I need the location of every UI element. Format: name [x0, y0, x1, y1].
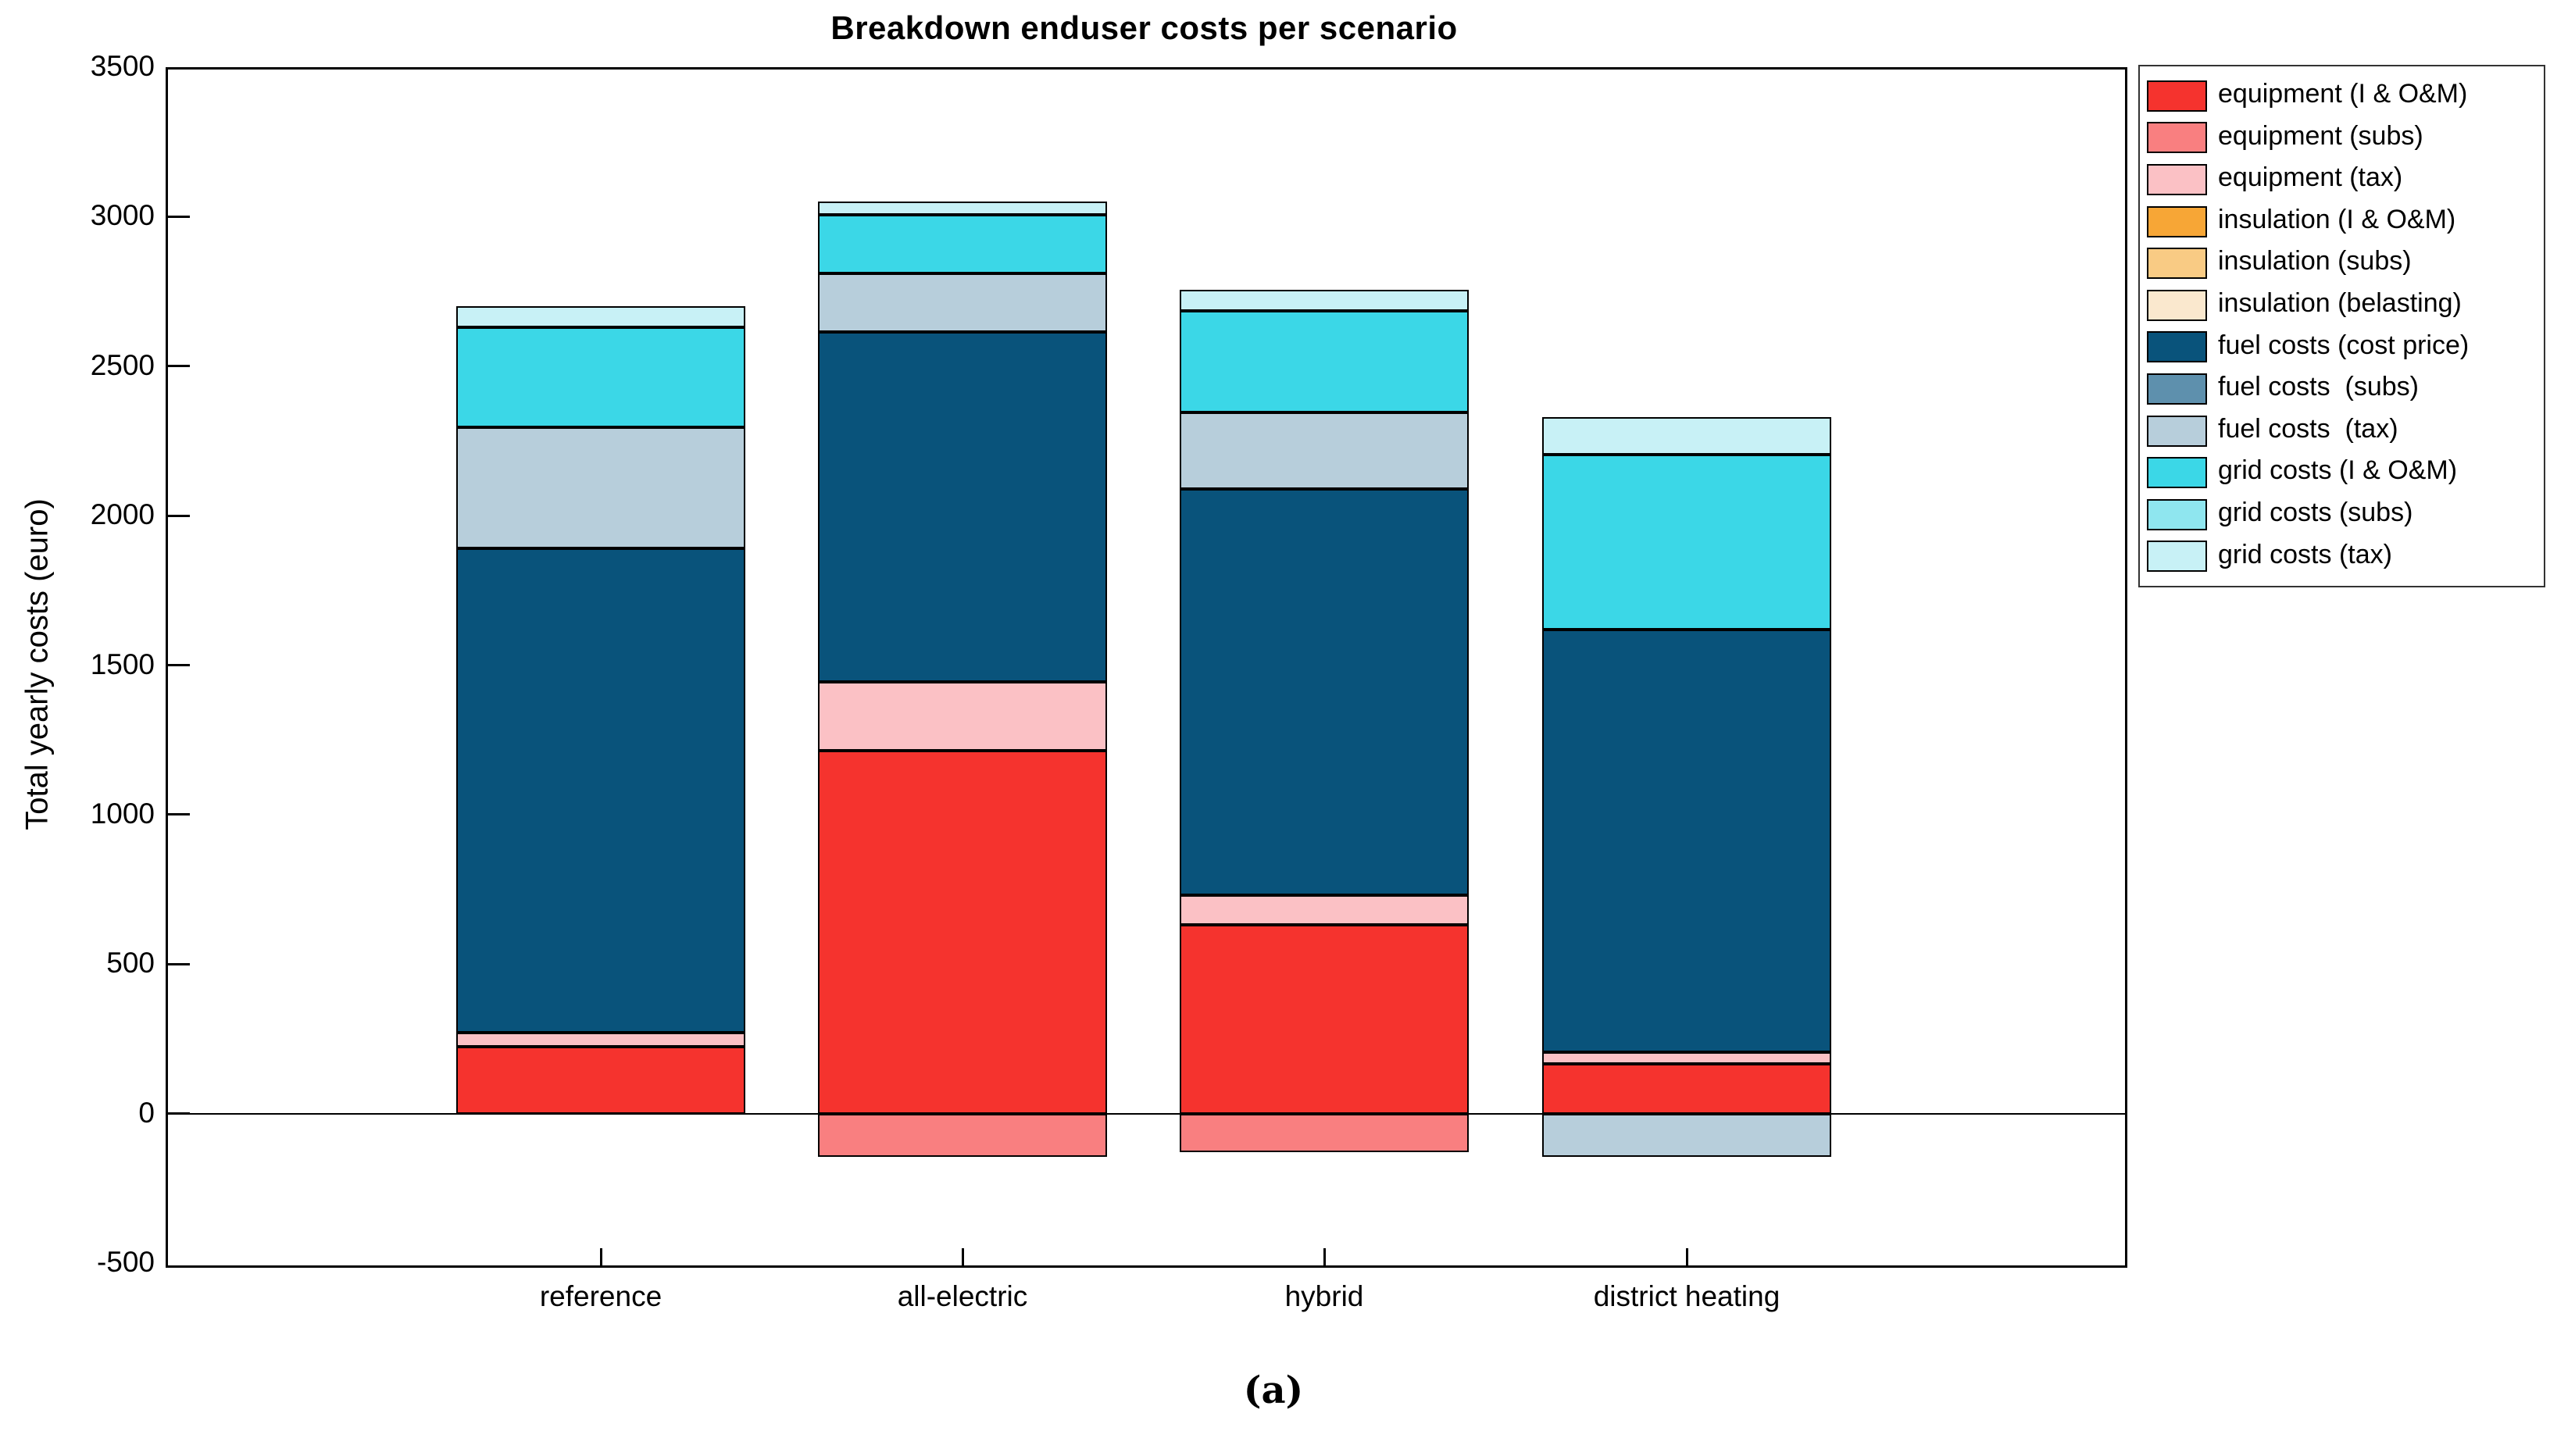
legend-label: equipment (I & O&M) [2218, 79, 2468, 109]
legend-label: insulation (subs) [2218, 246, 2412, 277]
bar-segment [1542, 1113, 1831, 1158]
bar-segment [456, 1046, 745, 1114]
bar-segment [818, 202, 1107, 216]
legend-row: grid costs (subs) [2140, 495, 2544, 537]
y-tick-label: 2000 [90, 498, 155, 531]
bar-segment [1180, 290, 1469, 311]
legend-row: fuel costs (tax) [2140, 412, 2544, 454]
y-tick-label: 500 [106, 947, 155, 980]
bar-segment [456, 327, 745, 428]
bar-segment [818, 331, 1107, 682]
legend-swatch [2147, 457, 2207, 489]
x-tick-label: hybrid [1284, 1280, 1364, 1312]
legend-label: fuel costs (cost price) [2218, 330, 2470, 360]
legend-row: equipment (tax) [2140, 160, 2544, 202]
legend-swatch [2147, 498, 2207, 530]
bar-segment [1542, 1064, 1831, 1114]
bar-segment [818, 1113, 1107, 1158]
legend-row: insulation (I & O&M) [2140, 202, 2544, 244]
legend-label: equipment (tax) [2218, 162, 2403, 193]
legend-swatch [2147, 80, 2207, 112]
bar-segment [818, 681, 1107, 751]
bar-segment [1542, 1052, 1831, 1065]
legend-row: equipment (I & O&M) [2140, 77, 2544, 119]
legend-swatch [2147, 289, 2207, 321]
legend-label: equipment (subs) [2218, 120, 2423, 151]
legend-label: grid costs (I & O&M) [2218, 455, 2458, 486]
legend-row: equipment (subs) [2140, 119, 2544, 161]
zero-line [168, 1112, 2125, 1115]
y-tick-label: 3000 [90, 199, 155, 232]
bar-segment [1180, 310, 1469, 413]
x-tick-label: reference [539, 1280, 662, 1312]
legend-label: grid costs (subs) [2218, 498, 2413, 527]
legend-label: fuel costs (subs) [2218, 372, 2419, 402]
legend-row: grid costs (tax) [2140, 537, 2544, 580]
y-tick-mark [168, 813, 190, 816]
bar-segment [818, 215, 1107, 274]
legend-swatch [2147, 248, 2207, 280]
y-tick-mark [168, 215, 190, 218]
bar-segment [1542, 629, 1831, 1053]
legend-swatch [2147, 373, 2207, 405]
bar-segment [456, 1033, 745, 1047]
legend-row: fuel costs (cost price) [2140, 328, 2544, 370]
x-tick-mark [961, 1248, 964, 1265]
y-tick-mark [168, 514, 190, 517]
legend-row: fuel costs (subs) [2140, 369, 2544, 412]
legend-row: insulation (belasting) [2140, 286, 2544, 328]
bar-segment [456, 427, 745, 549]
y-tick-label: 1500 [90, 648, 155, 680]
bar-segment [1180, 412, 1469, 489]
x-tick-label: all-electric [897, 1280, 1028, 1312]
bar-segment [1542, 416, 1831, 455]
y-tick-label: -500 [96, 1246, 155, 1278]
legend-label: fuel costs (tax) [2218, 413, 2398, 444]
bar-segment [1180, 488, 1469, 896]
legend-swatch [2147, 122, 2207, 154]
y-tick-label: 1000 [90, 797, 155, 830]
legend-swatch [2147, 205, 2207, 237]
bar-segment [818, 273, 1107, 332]
legend-label: insulation (belasting) [2218, 288, 2462, 318]
legend-label: insulation (I & O&M) [2218, 204, 2456, 234]
figure-caption: (a) [1243, 1369, 1304, 1412]
legend-row: grid costs (I & O&M) [2140, 453, 2544, 495]
legend-swatch [2147, 415, 2207, 447]
x-tick-mark [1323, 1248, 1326, 1265]
legend-label: grid costs (tax) [2218, 539, 2392, 569]
bar-segment [1180, 925, 1469, 1114]
y-tick-mark [168, 962, 190, 965]
y-tick-label: 2500 [90, 348, 155, 381]
bar-segment [456, 548, 745, 1033]
bar-segment [1180, 895, 1469, 926]
legend-swatch [2147, 163, 2207, 195]
y-tick-mark [168, 664, 190, 666]
bar-segment [1180, 1113, 1469, 1153]
x-tick-mark [1685, 1248, 1688, 1265]
bar-segment [456, 306, 745, 327]
y-tick-label: 3500 [90, 50, 155, 82]
legend: equipment (I & O&M) equipment (subs) equip… [2138, 65, 2545, 588]
legend-swatch [2147, 541, 2207, 573]
chart-title: Breakdown enduser costs per scenario [830, 9, 1458, 46]
legend-row: insulation (subs) [2140, 244, 2544, 286]
y-tick-mark [168, 365, 190, 368]
bar-segment [1542, 454, 1831, 630]
legend-swatch [2147, 331, 2207, 363]
x-tick-label: district heating [1593, 1280, 1780, 1312]
bar-segment [818, 750, 1107, 1114]
x-tick-mark [599, 1248, 602, 1265]
y-tick-label: 0 [138, 1096, 155, 1129]
